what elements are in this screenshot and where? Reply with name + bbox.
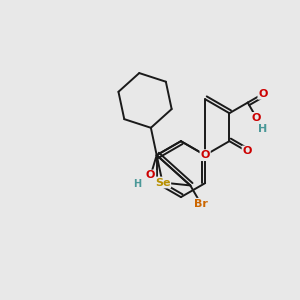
Text: H: H [258, 124, 267, 134]
Text: O: O [146, 170, 155, 181]
Text: O: O [258, 89, 268, 99]
Text: O: O [242, 146, 252, 157]
Text: O: O [252, 113, 261, 123]
Text: Br: Br [194, 199, 208, 209]
Text: Se: Se [155, 178, 170, 188]
Text: O: O [200, 150, 210, 160]
Text: H: H [133, 179, 141, 189]
